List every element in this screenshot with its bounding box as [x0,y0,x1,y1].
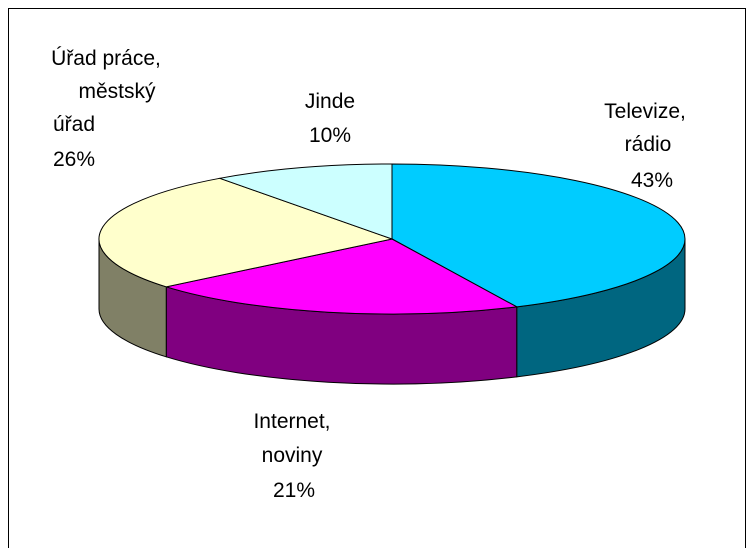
pie-slice-urad [98,177,394,288]
slice-label-tv-line-2: rádio [625,133,672,156]
pie-slice-tv [391,163,686,308]
label-group-urad: Úřad práce, městský úřad 26% [51,47,161,171]
label-group-tv: Televize, rádio 43% [604,100,686,192]
slice-label-jinde-line-1: Jinde [305,90,355,113]
slice-label-urad-line-3: úřad [53,113,95,136]
slice-value-jinde: 10% [309,124,351,147]
pie-slice-internet [164,238,519,315]
slice-label-internet-line-2: noviny [262,444,323,467]
slice-label-internet-line-1: Internet, [253,410,330,433]
label-group-internet: Internet, noviny 21% [253,410,330,502]
pie-slice-jinde [217,163,393,240]
label-group-jinde: Jinde 10% [305,90,355,147]
slice-label-urad-line-1: Úřad práce, [51,47,161,70]
slice-label-tv-line-1: Televize, [604,100,686,123]
slice-value-internet: 21% [273,479,315,502]
slice-value-urad: 26% [53,148,95,171]
slice-label-urad-line-2: městský [78,80,156,103]
slice-value-tv: 43% [631,169,673,192]
pie-top [98,163,686,315]
